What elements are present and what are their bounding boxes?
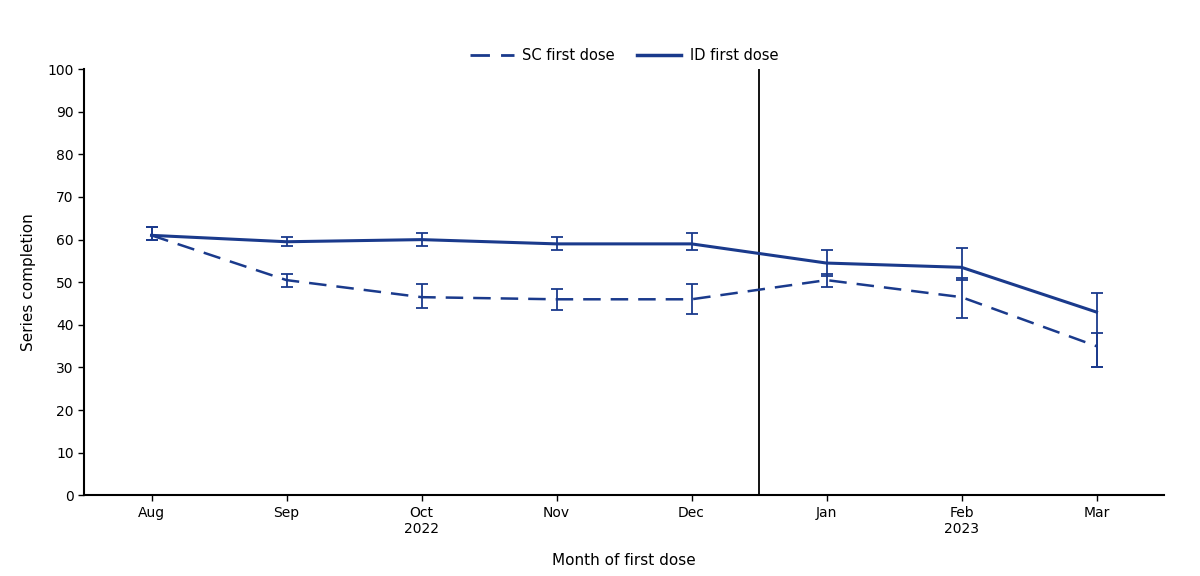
X-axis label: Month of first dose: Month of first dose xyxy=(552,552,696,567)
Legend: SC first dose, ID first dose: SC first dose, ID first dose xyxy=(464,42,784,69)
Y-axis label: Series completion: Series completion xyxy=(22,213,36,351)
